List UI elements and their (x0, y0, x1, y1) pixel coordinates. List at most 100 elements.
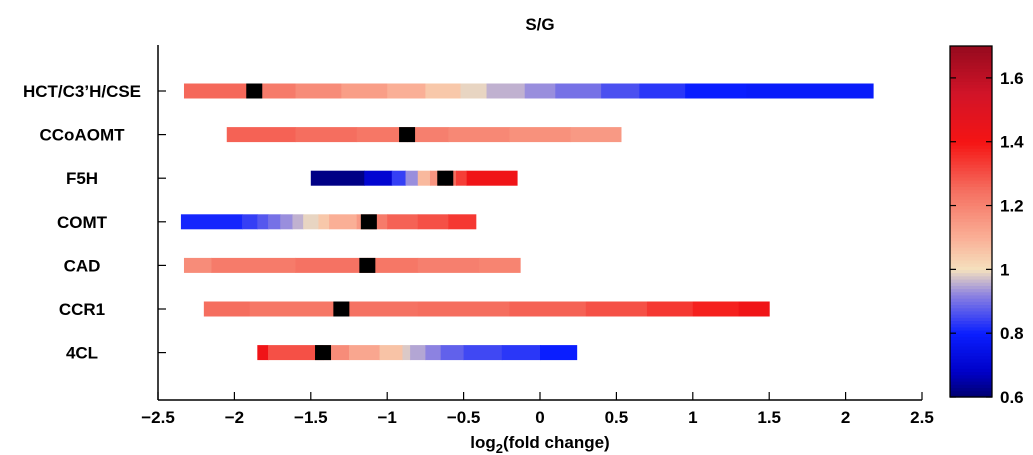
bar-segment (425, 345, 441, 360)
x-tick-label: −2.5 (141, 408, 175, 427)
colorbar-tick-label: 0.8 (1000, 324, 1024, 343)
x-tick-label: −1.5 (294, 408, 328, 427)
bar-segment (467, 171, 518, 186)
bar-segment (402, 345, 410, 360)
bar-segment (464, 345, 503, 360)
bar-segment (509, 302, 586, 317)
median-marker (437, 171, 453, 186)
bar-segment (341, 302, 418, 317)
gene-label: HCT/C3’H/CSE (23, 82, 141, 101)
bar-segment (268, 214, 281, 229)
bar-segment (746, 84, 873, 99)
gene-label: CAD (64, 256, 101, 275)
bar-segment (509, 127, 571, 142)
gene-bar (204, 302, 770, 317)
gene-bar (311, 171, 518, 186)
gene-bar (227, 127, 622, 142)
bar-segment (639, 84, 685, 99)
bar-segment (296, 127, 358, 142)
bar-segment (540, 345, 577, 360)
gene-bar (257, 345, 577, 360)
bar-segment (280, 214, 293, 229)
bar-segment (380, 345, 403, 360)
category-labels: HCT/C3’H/CSE CCoAOMT F5H COMT CAD CCR1 4CL (23, 82, 141, 363)
bar-segment (257, 345, 268, 360)
bar-segment (441, 345, 464, 360)
x-tick-label: −1 (378, 408, 397, 427)
bar-segment (418, 258, 480, 273)
gene-bar (184, 84, 874, 99)
plot-area (158, 45, 922, 400)
bar-segment (418, 171, 431, 186)
gene-bar (181, 214, 476, 229)
bar-segment (329, 214, 357, 229)
bar-segment (184, 84, 247, 99)
colorbar-tick-label: 1 (1000, 260, 1009, 279)
x-tick-label: 2 (841, 408, 850, 427)
bar-segment (184, 258, 212, 273)
bar-segment (364, 171, 392, 186)
gene-label: F5H (66, 169, 98, 188)
colorbar-tick-label: 1.2 (1000, 197, 1024, 216)
bar-segment (555, 84, 601, 99)
x-axis-label-main: log (470, 433, 496, 452)
median-marker (246, 84, 262, 99)
bar-segment (341, 84, 387, 99)
bar-segment (303, 214, 319, 229)
x-tick-label: 1.5 (757, 408, 781, 427)
colorbar: 0.6 0.8 1 1.2 1.4 1.6 (950, 46, 1024, 407)
bar-segment (418, 302, 510, 317)
bar-segment (525, 84, 556, 99)
bar-segment (296, 84, 342, 99)
x-tick-label: 0.5 (605, 408, 629, 427)
bar-segment (418, 214, 449, 229)
median-marker (361, 214, 377, 229)
bar-segment (292, 214, 303, 229)
bar-segment (739, 302, 770, 317)
bar-segment (257, 214, 268, 229)
bar-segment (406, 171, 419, 186)
bar-segment (448, 127, 510, 142)
bar-segment (349, 345, 380, 360)
gene-label: 4CL (66, 344, 98, 363)
bar-segment (227, 127, 296, 142)
chart-title: S/G (525, 15, 554, 34)
bar-segment (479, 258, 521, 273)
colorbar-tick-label: 1.6 (1000, 69, 1024, 88)
bar-segment (461, 84, 487, 99)
x-tick-label: −0.5 (447, 408, 481, 427)
x-axis: −2.5 −2 −1.5 −1 −0.5 0 0.5 1 1.5 2 2.5 (141, 392, 934, 427)
bar-segment (204, 302, 250, 317)
median-marker (333, 302, 349, 317)
bar-segment (211, 258, 296, 273)
x-axis-label: log2(fold change) (470, 433, 609, 455)
gene-bar (184, 258, 521, 273)
bar-segment (448, 214, 476, 229)
bar-segment (693, 302, 739, 317)
bar-segment (502, 345, 541, 360)
bar-segment (410, 345, 426, 360)
median-marker (359, 258, 375, 273)
gene-label: COMT (57, 213, 108, 232)
x-tick-label: 2.5 (910, 408, 934, 427)
colorbar-tick-label: 0.6 (1000, 388, 1024, 407)
bar-segment (242, 214, 258, 229)
bar-segment (318, 214, 329, 229)
median-marker (315, 345, 331, 360)
x-tick-label: −2 (225, 408, 244, 427)
bar-segment (387, 84, 426, 99)
bar-segment (392, 171, 406, 186)
bar-segment (571, 127, 622, 142)
bar-segment (296, 258, 368, 273)
median-marker (399, 127, 415, 142)
bar-segment (456, 171, 467, 186)
bar-segment (311, 171, 365, 186)
bar-segment (250, 302, 342, 317)
bar-segment (387, 214, 418, 229)
x-axis-label-subscript: 2 (496, 441, 503, 455)
x-axis-label-tail: (fold change) (503, 433, 610, 452)
x-tick-label: 1 (688, 408, 697, 427)
bar-segment (425, 84, 461, 99)
bar-segment (685, 84, 747, 99)
